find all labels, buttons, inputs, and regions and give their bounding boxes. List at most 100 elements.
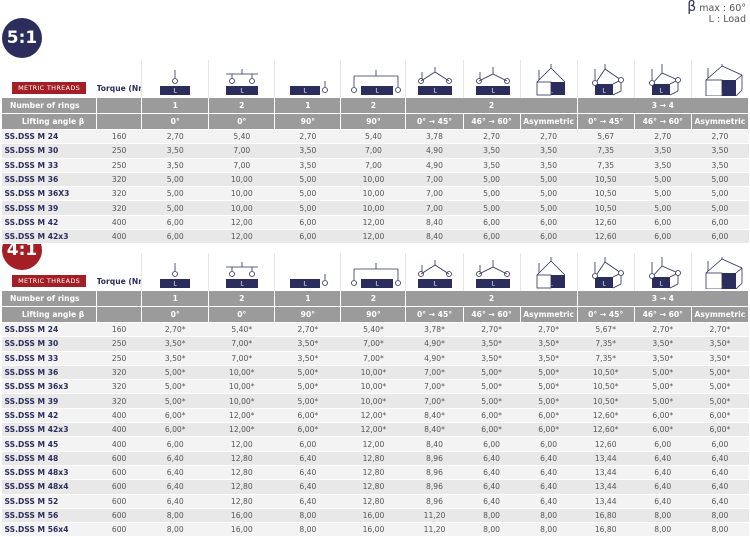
load-value: 10,00* [208,393,275,409]
diagram-cell: L [576,60,635,98]
load-value: 8,00 [141,508,209,524]
torque-value: 400 [96,422,142,438]
load-value: 6,40 [463,479,521,495]
load-value: 5,00* [520,365,578,381]
load-value: 16,80 [577,508,635,524]
load-table-4-1: METRIC THREADS Torque (Nm) L L L L L L L L L L Numbe… [0,253,750,537]
load-value: 7,00* [405,365,464,381]
two-rings-side-icon: L [351,70,402,95]
product-ref: SS.DSS M 36 [1,365,97,381]
angle-value: 0° [141,306,210,323]
table-row: SS.DSS M 52 600 6,40 12,80 6,40 12,80 8,96 6,40… [1,494,749,509]
load-value: 7,00 [405,186,464,202]
load-value: 5,00* [463,393,521,409]
load-value: 8,00 [634,508,692,524]
load-value: 16,80 [577,522,635,537]
four-rings-angle-46-60-icon: L [648,64,681,96]
load-value: 5,40 [208,129,275,145]
load-value: 12,60* [577,408,635,424]
load-value: 12,00* [340,422,406,438]
load-value: 8,40 [405,229,464,245]
load-value: 6,00* [520,408,578,424]
load-value: 12,80 [208,465,275,481]
load-value: 6,40 [274,479,341,495]
torque-value: 600 [96,479,142,495]
load-value: 12,80 [208,451,275,466]
angle-value: 90° [274,306,342,323]
torque-value: 320 [96,379,142,395]
svg-text:L: L [491,88,495,95]
torque-value: 600 [96,494,142,509]
load-value: 12,00* [208,422,275,438]
load-value: 6,00* [141,422,209,438]
svg-text:L: L [434,281,438,288]
load-value: 5,40 [340,129,406,145]
torque-value: 400 [96,229,142,245]
diagram-cell: L [208,253,275,291]
load-value: 3,50 [141,143,209,159]
load-value: 10,00 [340,200,406,216]
load-value: 12,60 [577,436,635,452]
load-value: 8,40* [405,408,464,424]
load-value: 2,70* [691,322,749,338]
load-value: 3,50* [520,351,578,366]
table-row: SS.DSS M 36x3 320 5,00* 10,00* 5,00* 10,00* 7,… [1,379,749,395]
load-value: 6,00* [691,408,749,424]
load-value: 13,44 [577,494,635,509]
load-value: 8,00 [634,522,692,537]
load-value: 3,50 [634,143,692,159]
load-value: 6,00 [463,436,521,452]
load-value: 3,50 [141,158,209,173]
load-value: 6,00 [463,229,521,245]
load-value: 6,40 [520,451,578,466]
load-value: 8,00 [691,522,749,537]
beta-max-note: max : 60° [699,3,746,14]
rings-value: 3 → 4 [576,97,750,114]
load-value: 5,00* [463,379,521,395]
diagram-cell: L [405,253,464,291]
rings-label: Number of rings [0,290,98,307]
beta-symbol: β [687,0,697,15]
load-value: 10,50* [577,365,635,381]
four-rings-asymmetric-icon: L [705,257,743,289]
load-value: 10,50 [577,172,635,188]
table-row: SS.DSS M 36X3 320 5,00 10,00 5,00 10,00 7,00 5,… [1,186,749,202]
load-value: 7,00 [405,200,464,216]
load-value: 6,00 [634,215,692,231]
angle-row: Lifting angle β 0° 0° 90° 90° 0° → 45° 46° → 6… [0,113,750,130]
diagram-cell: L [690,60,749,98]
load-value: 6,00* [463,408,521,424]
product-ref: SS.DSS M 42 [1,215,97,231]
load-value: 5,00* [691,365,749,381]
svg-text:L: L [659,281,663,288]
angle-value: 90° [274,113,342,130]
load-value: 3,50* [463,351,521,366]
load-value: 2,70 [274,129,341,145]
product-ref: SS.DSS M 42x3 [1,229,97,245]
ratio-badge-5-1: 5:1 [2,18,42,58]
load-value: 12,80 [340,451,406,466]
load-value: 12,00 [340,229,406,245]
load-value: 12,60 [577,215,635,231]
product-ref: SS.DSS M 45 [1,436,97,452]
diagram-cell: L [340,60,406,98]
angle-value: 90° [340,306,407,323]
product-ref: SS.DSS M 36 [1,172,97,188]
load-value: 3,50* [274,336,341,352]
svg-text:L: L [376,88,380,95]
load-value: 16,00 [208,508,275,524]
torque-value: 160 [96,322,142,338]
rings-value: 1 [274,97,342,114]
load-value: 6,00* [520,422,578,438]
load-value: 4,90 [405,143,464,159]
angle-value: 46° → 60° [462,306,521,323]
load-value: 2,70 [463,129,521,145]
load-value: 7,00 [208,143,275,159]
load-value: 5,00* [141,393,209,409]
load-value: 12,80 [208,494,275,509]
table-row: SS.DSS M 36 320 5,00 10,00 5,00 10,00 7,00 5,00… [1,172,749,188]
load-value: 4,90* [405,351,464,366]
table-row: SS.DSS M 56 600 8,00 16,00 8,00 16,00 11,20 8,0… [1,508,749,524]
diagram-cell: L [208,60,275,98]
two-rings-asymmetric-icon: L [536,64,565,96]
